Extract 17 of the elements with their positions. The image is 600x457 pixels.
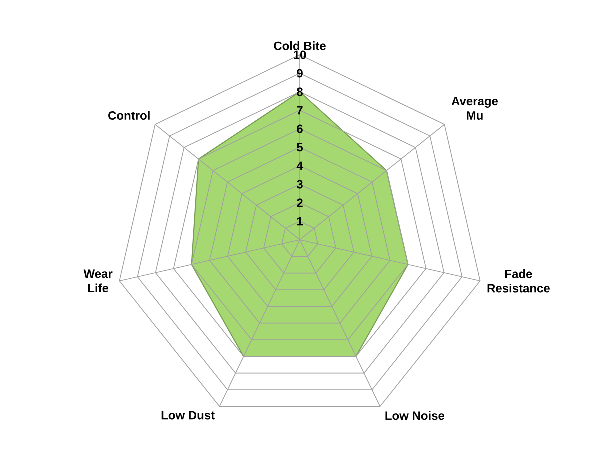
y-tick-label: 1 (297, 217, 303, 226)
spoke-label: Average Mu (452, 97, 498, 120)
spoke-label: Cold Bite (274, 42, 326, 50)
y-tick-label: 8 (297, 88, 303, 96)
y-tick-label: 6 (297, 124, 303, 134)
y-tick-label: 10 (294, 50, 306, 60)
y-tick-label: 4 (296, 162, 304, 170)
y-tick-label: 9 (297, 69, 303, 78)
y-tick-label: 3 (296, 180, 303, 189)
y-tick-label: 2 (297, 198, 303, 208)
spoke-label: Fade Resistance (488, 270, 550, 293)
spoke-label: Wear Life (84, 270, 113, 293)
spoke-label: Low Dust (162, 411, 215, 420)
spoke-label: Control (108, 111, 150, 120)
y-tick-label: 7 (297, 106, 303, 115)
y-tick-label: 5 (297, 143, 303, 152)
spoke-label: Low Noise (386, 411, 445, 420)
